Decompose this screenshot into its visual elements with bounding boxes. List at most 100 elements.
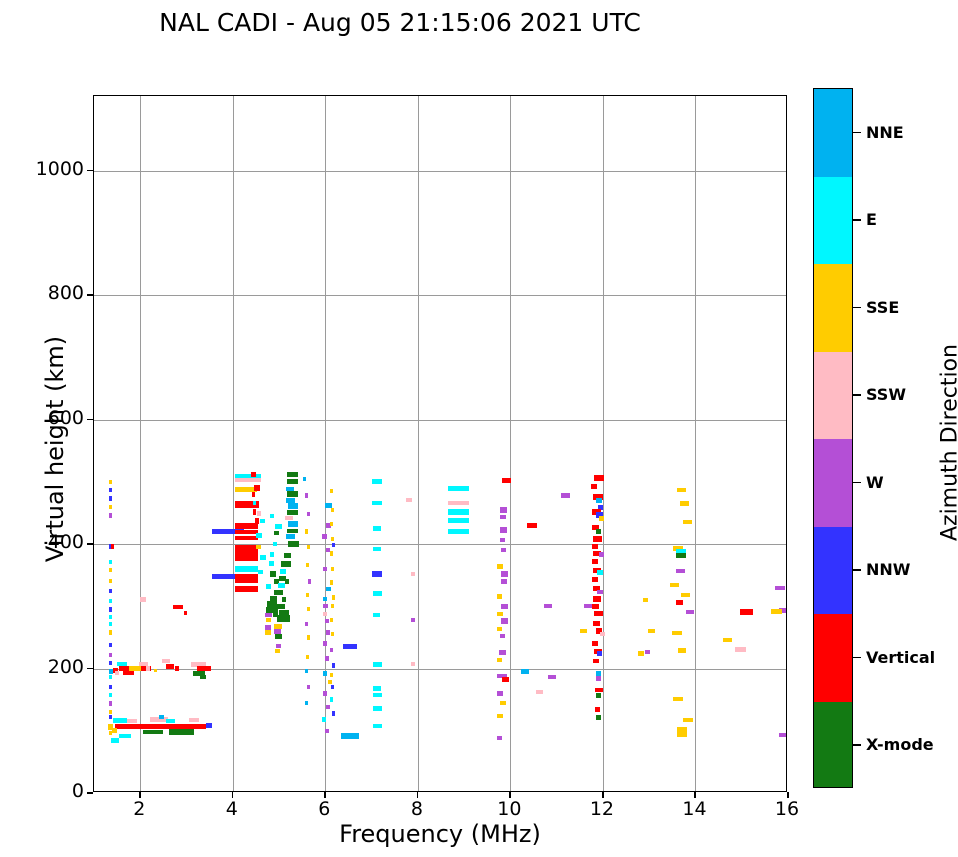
echo-mark (274, 530, 280, 536)
echo-mark (411, 571, 416, 577)
echo-mark (595, 671, 602, 676)
colorbar-tick (853, 219, 861, 221)
echo-mark (448, 517, 469, 524)
colorbar-label-e: E (866, 210, 877, 230)
echo-mark (253, 500, 257, 506)
echo-mark (235, 501, 260, 509)
echo-mark (676, 732, 688, 737)
echo-mark (305, 563, 309, 568)
x-tick-mark (416, 792, 419, 798)
echo-mark (273, 578, 280, 584)
echo-mark (131, 723, 162, 730)
echo-mark (591, 603, 600, 609)
echo-mark (321, 534, 328, 539)
echo-mark (127, 718, 137, 723)
echo-mark (255, 533, 263, 539)
echo-mark (497, 691, 503, 696)
colorbar-band-nne (814, 89, 852, 177)
echo-mark (235, 586, 259, 592)
echo-mark (501, 579, 507, 584)
echo-mark (165, 663, 175, 669)
echo-mark (285, 498, 295, 503)
echo-mark (594, 687, 602, 692)
echo-mark (109, 685, 113, 690)
echo-mark (158, 715, 165, 719)
echo-mark (676, 568, 686, 573)
echo-mark (109, 568, 113, 573)
echo-mark (109, 630, 113, 635)
echo-mark (168, 729, 195, 735)
echo-mark (599, 516, 604, 521)
echo-mark (496, 626, 503, 631)
gridline-vertical (232, 96, 234, 791)
echo-mark (109, 578, 113, 583)
y-tick-mark (87, 418, 93, 421)
y-tick-label: 800 (47, 282, 84, 305)
echo-mark (276, 643, 281, 649)
echo-mark (342, 644, 357, 650)
echo-mark (448, 500, 469, 506)
echo-mark (497, 611, 503, 616)
echo-mark (329, 488, 333, 494)
gridline-vertical (695, 96, 697, 791)
echo-mark (114, 670, 120, 676)
echo-mark (284, 579, 290, 584)
echo-mark (592, 493, 603, 500)
echo-mark (266, 607, 279, 613)
echo-mark (285, 486, 294, 491)
gridline-horizontal (94, 170, 786, 172)
echo-mark (723, 637, 732, 643)
echo-mark (331, 663, 335, 668)
echo-mark (682, 718, 693, 723)
echo-mark (496, 736, 503, 741)
echo-mark (188, 723, 207, 730)
echo-mark (372, 686, 381, 691)
echo-mark (325, 728, 330, 733)
echo-mark (330, 604, 334, 609)
x-tick-mark (787, 792, 789, 798)
echo-mark (269, 571, 277, 577)
echo-mark (277, 603, 285, 609)
echo-mark (372, 706, 382, 711)
echo-mark (269, 596, 278, 602)
echo-mark (140, 597, 147, 602)
echo-mark (142, 729, 164, 735)
echo-mark (448, 509, 469, 516)
echo-mark (497, 713, 503, 718)
y-tick-mark (87, 169, 93, 172)
echo-mark (329, 551, 333, 556)
echo-mark (109, 709, 113, 715)
echo-mark (235, 487, 258, 493)
echo-mark (584, 604, 592, 609)
echo-mark (592, 658, 600, 664)
echo-mark (275, 648, 280, 654)
echo-mark (596, 497, 602, 504)
echo-mark (109, 487, 113, 493)
colorbar-band-e (814, 176, 852, 264)
echo-mark (598, 505, 603, 510)
echo-mark (323, 691, 328, 696)
echo-mark (597, 569, 603, 575)
echo-mark (114, 723, 131, 730)
gridline-vertical (325, 96, 327, 791)
echo-mark (323, 566, 327, 572)
echo-mark (676, 727, 688, 732)
echo-mark (109, 714, 113, 720)
echo-mark (327, 680, 333, 685)
echo-mark (642, 597, 649, 603)
echo-mark (501, 548, 506, 553)
x-tick-mark (509, 792, 511, 798)
echo-mark (109, 479, 113, 484)
echo-mark (501, 570, 508, 578)
echo-mark (200, 675, 206, 680)
echo-mark (591, 508, 602, 515)
echo-mark (680, 592, 690, 598)
echo-mark (638, 651, 644, 656)
echo-mark (329, 672, 333, 677)
echo-mark (235, 573, 259, 583)
echo-mark (592, 550, 602, 556)
colorbar-title: Azimuth Direction (937, 343, 958, 542)
x-tick-label: 2 (133, 798, 146, 820)
echo-mark (109, 652, 113, 657)
echo-mark (304, 493, 308, 498)
